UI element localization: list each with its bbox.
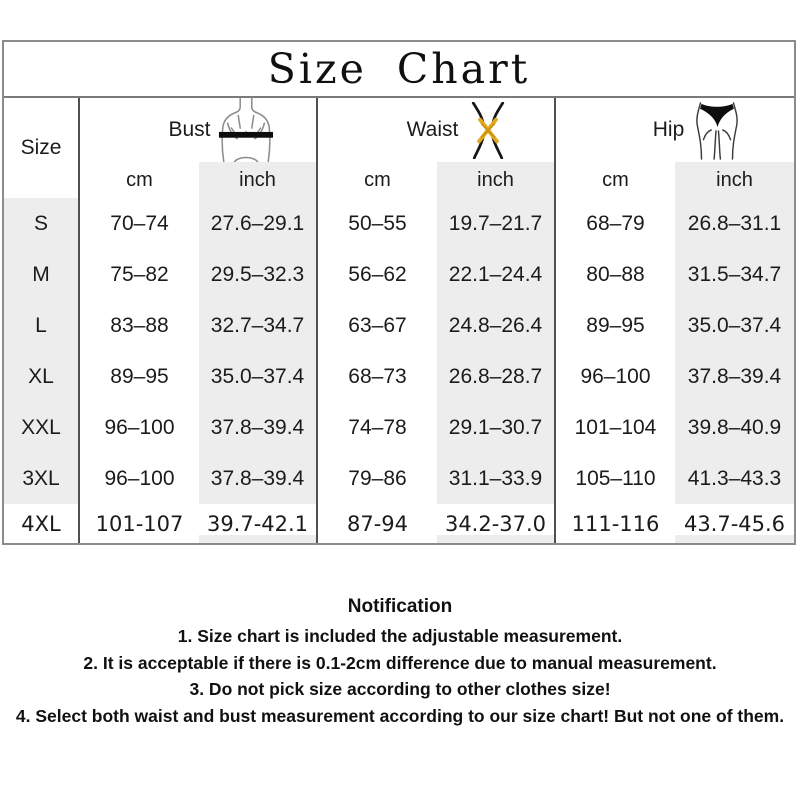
notification-heading: Notification bbox=[347, 596, 453, 617]
bust-label: Bust bbox=[168, 118, 211, 141]
bust-inch-header: inch bbox=[199, 162, 318, 198]
table-cell: 101-107 bbox=[80, 504, 199, 543]
table-cell: 87-94 bbox=[318, 504, 437, 543]
table-cell: 43.7-45.6 bbox=[675, 504, 794, 543]
table-cell: 111-116 bbox=[556, 504, 675, 543]
table-cell: 24.8–26.4 bbox=[437, 300, 556, 351]
measurement-table: Size Bust bbox=[4, 97, 794, 543]
hip-inch-header: inch bbox=[675, 162, 794, 198]
page-title: Size Chart bbox=[4, 42, 794, 98]
notification-section: Notification 1. Size chart is included t… bbox=[0, 595, 800, 729]
table-cell: 83–88 bbox=[80, 300, 199, 351]
size-label: L bbox=[4, 300, 80, 351]
table-cell: 37.8–39.4 bbox=[675, 351, 794, 402]
table-cell: 41.3–43.3 bbox=[675, 453, 794, 504]
notification-item: 1. Size chart is included the adjustable… bbox=[177, 626, 623, 646]
table-cell: 105–110 bbox=[556, 453, 675, 504]
table-cell: 37.8–39.4 bbox=[199, 453, 318, 504]
table-cell: 29.1–30.7 bbox=[437, 402, 556, 453]
table-cell: 75–82 bbox=[80, 249, 199, 300]
size-label: S bbox=[4, 198, 80, 249]
table-cell: 35.0–37.4 bbox=[199, 351, 318, 402]
waist-measure-icon bbox=[465, 101, 511, 159]
hip-measure-icon bbox=[691, 100, 743, 160]
table-cell: 37.8–39.4 bbox=[199, 402, 318, 453]
table-cell: 35.0–37.4 bbox=[675, 300, 794, 351]
table-cell: 26.8–28.7 bbox=[437, 351, 556, 402]
table-cell: 32.7–34.7 bbox=[199, 300, 318, 351]
table-cell: 80–88 bbox=[556, 249, 675, 300]
waist-inch-header: inch bbox=[437, 162, 556, 198]
table-cell: 96–100 bbox=[80, 402, 199, 453]
table-cell: 68–79 bbox=[556, 198, 675, 249]
bust-section-header: Bust bbox=[80, 97, 318, 163]
hip-cm-header: cm bbox=[556, 162, 675, 198]
table-cell: 89–95 bbox=[80, 351, 199, 402]
bust-cm-header: cm bbox=[80, 162, 199, 198]
table-cell: 63–67 bbox=[318, 300, 437, 351]
notification-item: 2. It is acceptable if there is 0.1-2cm … bbox=[83, 652, 717, 673]
waist-label: Waist bbox=[406, 118, 459, 141]
table-cell: 74–78 bbox=[318, 402, 437, 453]
table-cell: 39.7-42.1 bbox=[199, 504, 318, 543]
table-cell: 68–73 bbox=[318, 351, 437, 402]
size-label: 4XL bbox=[4, 504, 80, 543]
size-label: 3XL bbox=[4, 453, 80, 504]
table-cell: 29.5–32.3 bbox=[199, 249, 318, 300]
size-label: M bbox=[4, 249, 80, 300]
table-cell: 31.5–34.7 bbox=[675, 249, 794, 300]
notification-item: 4. Select both waist and bust measuremen… bbox=[15, 705, 785, 726]
table-cell: 34.2-37.0 bbox=[437, 504, 556, 543]
table-cell: 50–55 bbox=[318, 198, 437, 249]
size-chart: Size Chart Size Bust bbox=[2, 40, 796, 545]
table-cell: 27.6–29.1 bbox=[199, 198, 318, 249]
table-cell: 79–86 bbox=[318, 453, 437, 504]
table-cell: 56–62 bbox=[318, 249, 437, 300]
table-cell: 101–104 bbox=[556, 402, 675, 453]
table-cell: 26.8–31.1 bbox=[675, 198, 794, 249]
table-cell: 31.1–33.9 bbox=[437, 453, 556, 504]
hip-label: Hip bbox=[652, 118, 685, 141]
hip-section-header: Hip bbox=[556, 98, 794, 162]
bust-measure-icon bbox=[218, 97, 274, 163]
notification-item: 3. Do not pick size according to other c… bbox=[189, 679, 611, 699]
table-cell: 70–74 bbox=[80, 198, 199, 249]
table-cell: 39.8–40.9 bbox=[675, 402, 794, 453]
waist-section-header: Waist bbox=[318, 98, 556, 162]
table-cell: 96–100 bbox=[80, 453, 199, 504]
table-cell: 96–100 bbox=[556, 351, 675, 402]
table-cell: 89–95 bbox=[556, 300, 675, 351]
waist-cm-header: cm bbox=[318, 162, 437, 198]
table-cell: 22.1–24.4 bbox=[437, 249, 556, 300]
size-label: XL bbox=[4, 351, 80, 402]
size-label: XXL bbox=[4, 402, 80, 453]
table-cell: 19.7–21.7 bbox=[437, 198, 556, 249]
size-column-header: Size bbox=[4, 98, 80, 198]
